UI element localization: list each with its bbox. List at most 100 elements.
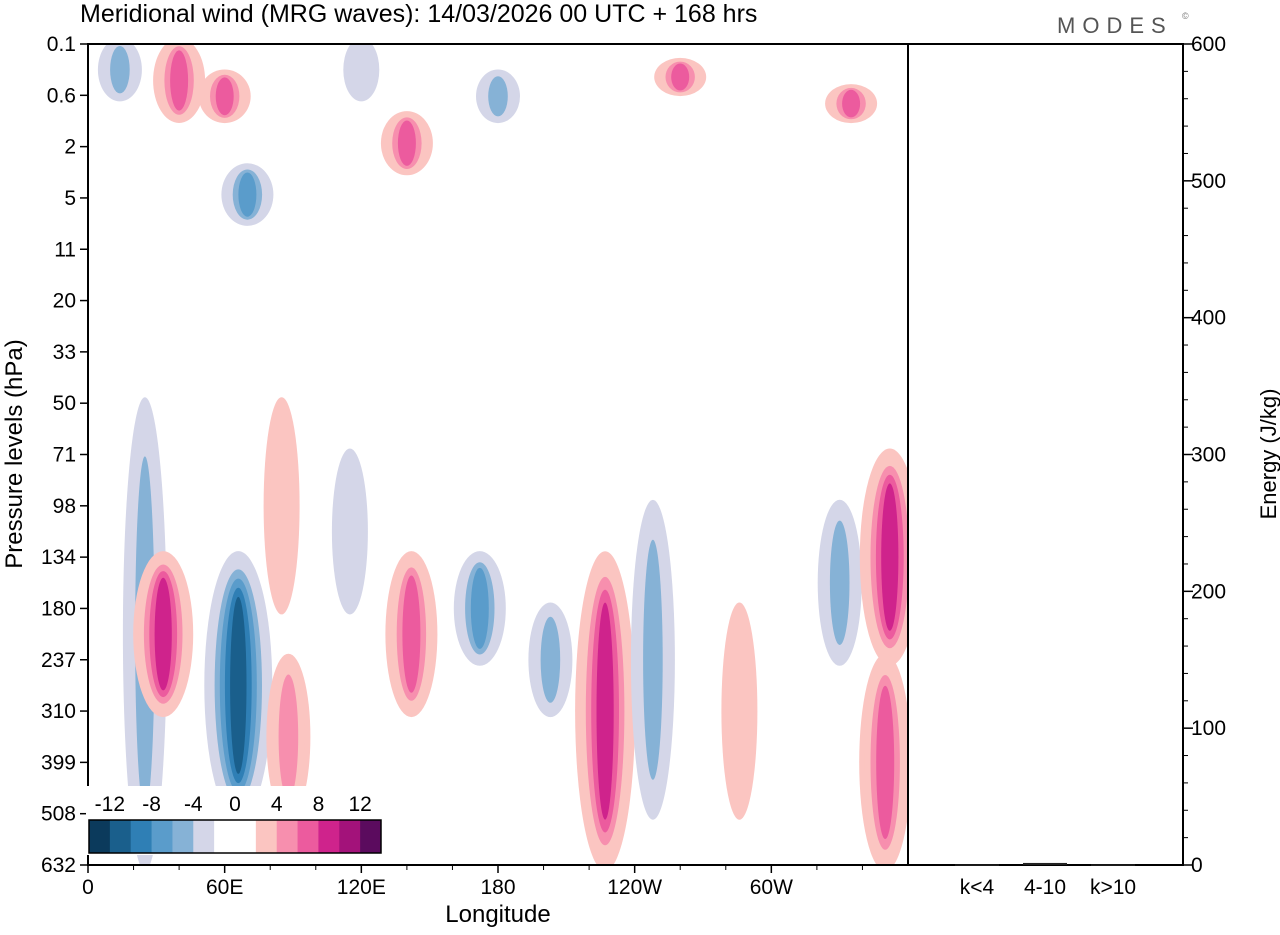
wind-anomaly-northward-5 bbox=[380, 111, 433, 176]
contour-level-minus-6 bbox=[540, 616, 561, 703]
x-tick-label: 120E bbox=[337, 876, 386, 899]
wind-anomaly-southward-11 bbox=[204, 551, 273, 820]
energy-y-tick-label: 0 bbox=[1191, 854, 1203, 877]
y-tick-label: 0.1 bbox=[47, 33, 76, 56]
colorbar-frame bbox=[88, 819, 382, 854]
energy-bar bbox=[955, 864, 999, 866]
contour-level-plus-8 bbox=[402, 575, 421, 693]
wind-anomaly-northward-18 bbox=[575, 551, 636, 865]
wind-anomaly-northward-13 bbox=[263, 397, 300, 615]
y-tick-label: 50 bbox=[53, 392, 76, 415]
y-axis-label: Pressure levels (hPa) bbox=[1, 339, 28, 568]
wind-anomaly-northward-15 bbox=[385, 551, 438, 718]
contour-level-minus-4 bbox=[350, 44, 373, 96]
colorbar-swatch bbox=[297, 820, 319, 853]
colorbar-swatch bbox=[193, 820, 215, 853]
energy-y-tick-label: 400 bbox=[1191, 307, 1226, 330]
y-tick-label: 399 bbox=[41, 751, 76, 774]
wind-anomaly-northward-1 bbox=[153, 44, 206, 123]
wind-anomaly-southward-6 bbox=[221, 163, 274, 226]
colorbar: -12 -8 -4 0 4 8 12 bbox=[86, 786, 384, 855]
contour-level-plus-4 bbox=[270, 416, 293, 596]
colorbar-swatch bbox=[255, 820, 278, 853]
wind-anomaly-southward-3 bbox=[343, 44, 380, 102]
colorbar-label: 0 bbox=[229, 793, 241, 816]
energy-bar bbox=[1023, 862, 1067, 865]
x-tick-label: 0 bbox=[82, 876, 94, 899]
contour-level-minus-12 bbox=[230, 596, 247, 774]
y-tick-label: 508 bbox=[41, 803, 76, 826]
colorbar-swatch bbox=[276, 820, 299, 853]
wind-anomaly-northward-12 bbox=[266, 653, 311, 820]
contour-level-minus-8 bbox=[470, 567, 489, 649]
wind-anomaly-southward-17 bbox=[528, 602, 573, 718]
wind-anomaly-southward-14 bbox=[331, 448, 368, 615]
wind-anomaly-northward-23 bbox=[859, 653, 908, 865]
x-axis-label: Longitude bbox=[445, 901, 550, 928]
wind-anomaly-northward-22 bbox=[859, 448, 908, 666]
energy-y-tick-label: 300 bbox=[1191, 444, 1226, 467]
wind-anomaly-northward-10 bbox=[133, 551, 194, 718]
wind-anomaly-northward-2 bbox=[198, 69, 251, 124]
contour-level-minus-4 bbox=[338, 462, 361, 601]
contour-level-plus-8 bbox=[876, 685, 895, 840]
contour-level-plus-8 bbox=[170, 50, 189, 111]
colorbar-swatch bbox=[109, 820, 132, 853]
modes-logo-text: MODES bbox=[1057, 13, 1173, 38]
wind-anomaly-southward-19 bbox=[630, 499, 675, 820]
y-tick-label: 11 bbox=[54, 238, 76, 261]
modes-logo: MODES © bbox=[1057, 11, 1189, 38]
y-tick-label: 5 bbox=[64, 187, 76, 210]
contour-level-plus-4 bbox=[728, 621, 751, 801]
colorbar-swatch bbox=[214, 820, 236, 853]
colorbar-label: 4 bbox=[271, 793, 283, 816]
x-tick-label: 120W bbox=[607, 876, 662, 899]
colorbar-label: -8 bbox=[142, 793, 161, 816]
energy-bar bbox=[1091, 864, 1135, 866]
contour-level-minus-6 bbox=[829, 520, 850, 645]
contour-level-plus-10 bbox=[596, 602, 614, 820]
colorbar-swatch bbox=[235, 820, 257, 853]
y-tick-label: 33 bbox=[53, 341, 76, 364]
heatmap-plot-area bbox=[97, 44, 908, 865]
energy-axis-label: Energy (J/kg) bbox=[1256, 389, 1280, 520]
energy-bar-chart: 0 100 200 300 400 500 600 k<4 4-10 k>10 bbox=[955, 33, 1226, 899]
wind-anomaly-northward-7 bbox=[654, 57, 707, 97]
energy-category-label: k>10 bbox=[1090, 876, 1136, 899]
energy-category-label: k<4 bbox=[960, 876, 995, 899]
colorbar-label: -4 bbox=[184, 793, 203, 816]
colorbar-swatch bbox=[318, 820, 340, 853]
contour-level-plus-8 bbox=[842, 89, 861, 118]
x-tick-label: 60W bbox=[750, 876, 793, 899]
y-tick-label: 2 bbox=[64, 136, 76, 159]
pressure-axis: 0.1 0.6 2 5 11 20 33 50 71 98 134 180 237 310 399 508 63… bbox=[41, 33, 88, 877]
contour-level-minus-6 bbox=[643, 539, 663, 780]
y-tick-label: 632 bbox=[41, 854, 76, 877]
colorbar-swatch bbox=[339, 820, 361, 853]
energy-panel-frame bbox=[907, 43, 1184, 866]
y-tick-label: 134 bbox=[41, 546, 76, 569]
wind-anomaly-southward-21 bbox=[817, 499, 862, 666]
contour-level-minus-6 bbox=[488, 76, 508, 117]
energy-y-tick-label: 600 bbox=[1191, 33, 1226, 56]
colorbar-label: 8 bbox=[313, 793, 325, 816]
colorbar-label: 12 bbox=[348, 793, 371, 816]
wind-anomaly-northward-8 bbox=[825, 84, 878, 124]
modes-logo-mark: © bbox=[1182, 11, 1189, 21]
contour-level-plus-8 bbox=[215, 77, 234, 116]
colorbar-label: -12 bbox=[95, 793, 125, 816]
contour-level-plus-6 bbox=[278, 674, 299, 799]
energy-y-tick-label: 200 bbox=[1191, 580, 1226, 603]
contour-level-plus-8 bbox=[671, 63, 690, 91]
contour-level-plus-10 bbox=[881, 483, 899, 631]
chart-title: Meridional wind (MRG waves): 14/03/2026 … bbox=[80, 0, 757, 28]
contour-level-plus-8 bbox=[397, 120, 416, 166]
x-tick-label: 60E bbox=[206, 876, 243, 899]
y-tick-label: 310 bbox=[41, 700, 76, 723]
y-tick-label: 20 bbox=[53, 290, 76, 313]
energy-y-tick-label: 100 bbox=[1191, 717, 1226, 740]
longitude-axis: 0 60E 120E 180 120W 60W bbox=[82, 865, 863, 899]
y-tick-label: 0.6 bbox=[47, 84, 76, 107]
